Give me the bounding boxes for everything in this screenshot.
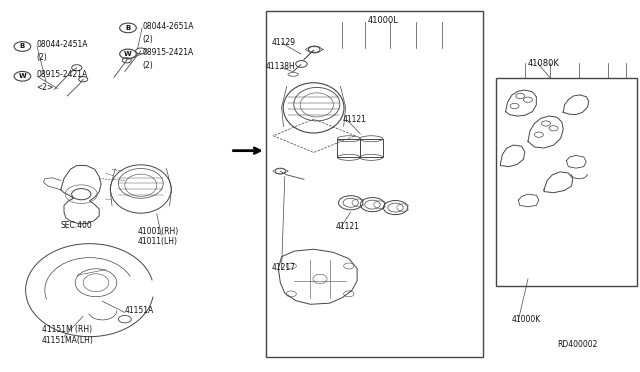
Text: 08044-2451A: 08044-2451A <box>36 40 88 49</box>
Text: (2): (2) <box>142 35 153 44</box>
Text: 41001(RH): 41001(RH) <box>138 227 179 236</box>
Text: W: W <box>124 51 132 57</box>
Bar <box>496 78 637 286</box>
Text: W: W <box>19 73 26 79</box>
Text: 41121: 41121 <box>342 115 366 124</box>
Text: 41000K: 41000K <box>512 315 541 324</box>
Text: 08044-2651A: 08044-2651A <box>142 22 193 31</box>
Text: B: B <box>125 25 131 31</box>
Bar <box>337 139 360 157</box>
Text: 41129: 41129 <box>272 38 296 47</box>
Text: 41217: 41217 <box>272 263 296 272</box>
Text: 08915-2421A: 08915-2421A <box>142 48 193 57</box>
Text: 41151MA(LH): 41151MA(LH) <box>42 336 93 345</box>
Text: SEC.400: SEC.400 <box>61 221 93 230</box>
Text: RD400002: RD400002 <box>557 340 597 349</box>
Text: <2>: <2> <box>36 83 54 92</box>
Text: (2): (2) <box>142 61 153 70</box>
Text: 41000L: 41000L <box>368 16 399 25</box>
Text: 41151M (RH): 41151M (RH) <box>42 326 92 334</box>
Text: B: B <box>20 44 25 49</box>
Text: 41121: 41121 <box>336 222 360 231</box>
Text: 41080K: 41080K <box>528 59 560 68</box>
Text: 41151A: 41151A <box>125 306 154 315</box>
Bar <box>266 11 483 357</box>
Text: 41011(LH): 41011(LH) <box>138 237 178 246</box>
Text: 08915-2421A: 08915-2421A <box>36 70 88 79</box>
Text: 41138H: 41138H <box>266 62 295 71</box>
Bar <box>360 139 383 157</box>
Text: (2): (2) <box>36 53 47 62</box>
